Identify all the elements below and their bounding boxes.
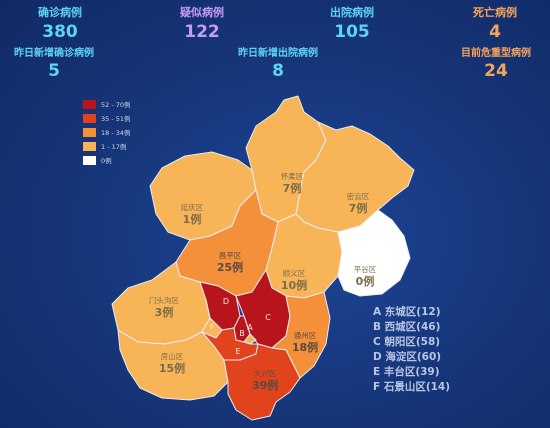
label-miyun-name: 密云区 bbox=[347, 191, 370, 201]
legend-item: 1 - 17例 bbox=[83, 139, 131, 153]
label-mentougou-name: 门头沟区 bbox=[149, 295, 179, 305]
legend-swatch bbox=[83, 155, 96, 165]
label-changping-count: 25例 bbox=[217, 260, 243, 274]
label-chaoyang-letter: C bbox=[265, 313, 271, 322]
key-item: F 石景山区(14) bbox=[373, 381, 451, 393]
stat-value: 105 bbox=[334, 22, 370, 42]
district-pinggu bbox=[337, 209, 411, 297]
legend-item: 35 - 51例 bbox=[83, 111, 131, 125]
legend-swatch bbox=[83, 141, 96, 151]
label-pinggu-name: 平谷区 bbox=[354, 265, 377, 274]
stat-value: 8 bbox=[272, 61, 284, 81]
stat-value: 380 bbox=[42, 22, 78, 42]
key-item: B 西城区(46) bbox=[373, 321, 441, 333]
legend-label: 52 - 70例 bbox=[101, 101, 131, 109]
legend-item: 18 - 34例 bbox=[83, 125, 131, 139]
label-tongzhou-name: 通州区 bbox=[294, 330, 317, 340]
stat-value: 4 bbox=[489, 22, 501, 42]
stat-label: 目前危重型病例 bbox=[461, 48, 531, 59]
key-item: C 朝阳区(58) bbox=[373, 336, 441, 348]
label-fangshan-count: 15例 bbox=[159, 361, 185, 375]
legend-item: 52 - 70例 bbox=[83, 97, 131, 111]
legend-label: 1 - 17例 bbox=[101, 143, 127, 151]
stat-label: 死亡病例 bbox=[473, 6, 517, 19]
label-miyun-count: 7例 bbox=[349, 201, 368, 215]
stat-deaths: 死亡病例 4 bbox=[465, 4, 525, 42]
key-item: D 海淀区(60) bbox=[373, 351, 442, 363]
stat-new-confirmed: 昨日新增确诊病例 5 bbox=[8, 44, 100, 81]
legend-swatch bbox=[83, 113, 96, 123]
label-changping-name: 昌平区 bbox=[219, 251, 242, 260]
stat-label: 出院病例 bbox=[330, 6, 374, 19]
label-dongcheng-letter: A bbox=[247, 323, 253, 332]
label-tongzhou-count: 18例 bbox=[292, 340, 318, 354]
key-item: A 东城区(12) bbox=[373, 306, 441, 318]
label-shunyi-name: 顺义区 bbox=[283, 269, 306, 278]
stat-label: 昨日新增出院病例 bbox=[238, 48, 318, 59]
label-huairou-name: 怀柔区 bbox=[281, 171, 304, 181]
stat-severe: 目前危重型病例 24 bbox=[450, 44, 542, 81]
key-item: E 丰台区(39) bbox=[373, 366, 440, 378]
label-huairou-count: 7例 bbox=[283, 181, 302, 195]
label-daxing-count: 39例 bbox=[252, 378, 278, 392]
stat-confirmed: 确诊病例 380 bbox=[30, 4, 90, 42]
stat-discharged: 出院病例 105 bbox=[322, 4, 382, 42]
district-key-list: A 东城区(12) B 西城区(46) C 朝阳区(58) D 海淀区(60) … bbox=[373, 305, 450, 395]
district-daxing bbox=[223, 343, 301, 421]
stat-value: 122 bbox=[184, 22, 220, 42]
label-shunyi-count: 10例 bbox=[281, 278, 307, 292]
legend-label: 0例 bbox=[101, 157, 112, 165]
label-xicheng-letter: B bbox=[239, 329, 245, 338]
legend-swatch bbox=[83, 127, 96, 137]
stat-value: 24 bbox=[484, 61, 508, 81]
label-yanqing-name: 延庆区 bbox=[181, 202, 204, 212]
legend-label: 35 - 51例 bbox=[101, 115, 131, 123]
legend-swatch bbox=[83, 99, 96, 109]
label-haidian-letter: D bbox=[223, 297, 229, 306]
stat-label: 昨日新增确诊病例 bbox=[14, 48, 94, 59]
stat-new-discharged: 昨日新增出院病例 8 bbox=[232, 44, 324, 81]
stat-label: 确诊病例 bbox=[38, 6, 82, 19]
stat-label: 疑似病例 bbox=[180, 6, 224, 19]
label-yanqing-count: 1例 bbox=[183, 212, 202, 226]
label-mentougou-count: 3例 bbox=[155, 305, 174, 319]
label-fangshan-name: 房山区 bbox=[161, 351, 184, 361]
legend-label: 18 - 34例 bbox=[101, 129, 131, 137]
label-shijingshan-letter: F bbox=[210, 323, 215, 332]
label-pinggu-count: 0例 bbox=[356, 274, 375, 288]
legend-item: 0例 bbox=[83, 153, 131, 167]
label-daxing-name: 大兴区 bbox=[254, 368, 277, 378]
map-legend: 52 - 70例 35 - 51例 18 - 34例 1 - 17例 0例 bbox=[83, 97, 131, 167]
stat-value: 5 bbox=[48, 61, 60, 81]
stat-suspected: 疑似病例 122 bbox=[172, 4, 232, 42]
label-fengtai-letter: E bbox=[235, 347, 240, 356]
